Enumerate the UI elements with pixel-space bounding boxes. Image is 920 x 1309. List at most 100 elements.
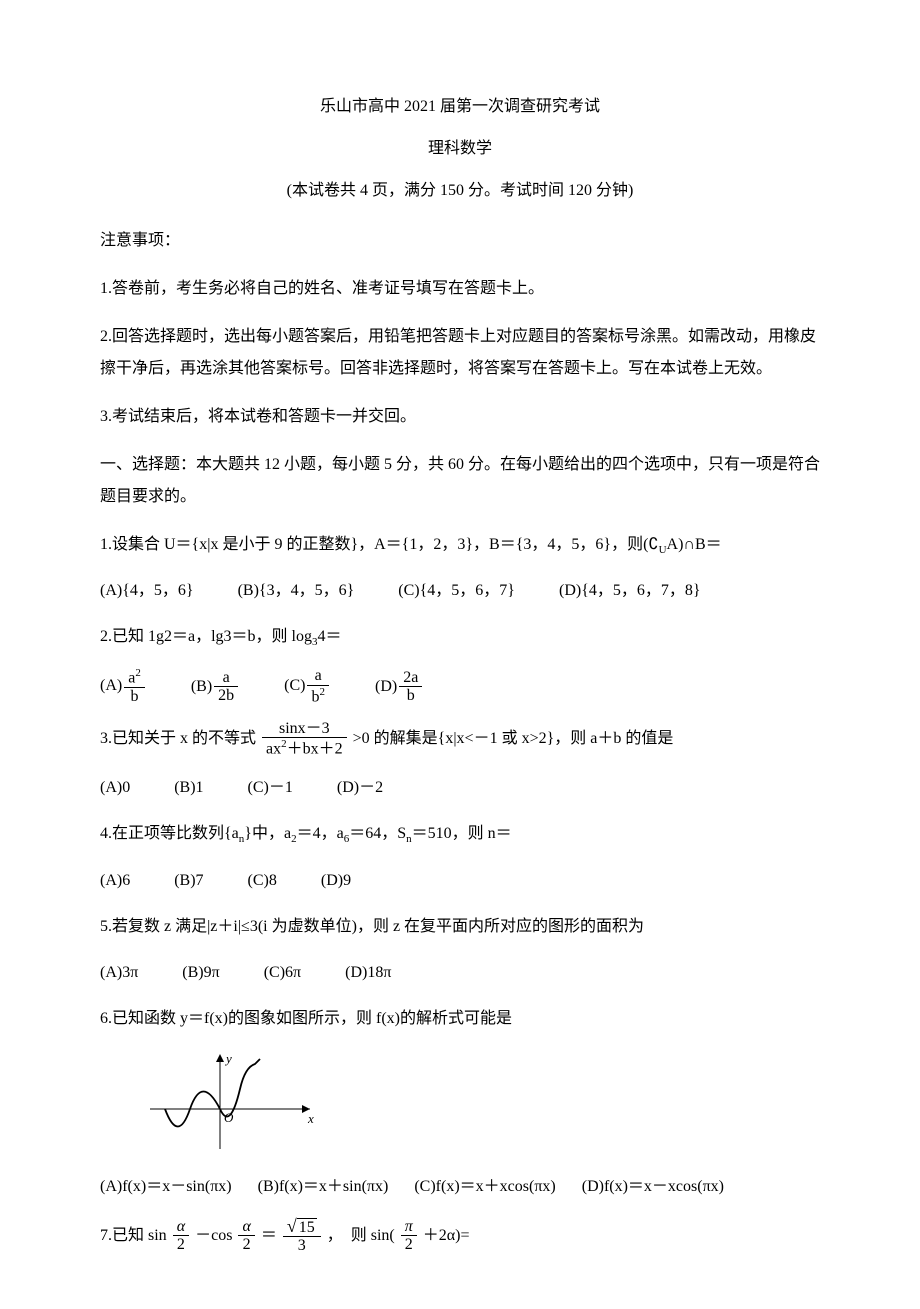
notice-2: 2.回答选择题时，选出每小题答案后，用铅笔把答题卡上对应题目的答案标号涂黑。如需…: [100, 321, 820, 385]
q4-mid1: }中，a: [244, 825, 291, 842]
q3-den-pre: ax: [266, 741, 281, 758]
q2-opt-b: (B)a2b: [191, 669, 240, 705]
q7-alpha2: α: [238, 1218, 254, 1237]
q7-sqrt15: 15: [297, 1218, 317, 1236]
question-5: 5.若复数 z 满足|z＋i|≤3(i 为虚数单位)，则 z 在复平面内所对应的…: [100, 911, 820, 943]
q4-opt-a: (A)6: [100, 865, 130, 897]
exam-title: 乐山市高中 2021 届第一次调查研究考试: [100, 95, 820, 119]
q7-two2: 2: [238, 1236, 254, 1254]
q6-options: (A)f(x)＝x－sin(πx) (B)f(x)＝x＋sin(πx) (C)f…: [100, 1171, 820, 1203]
sqrt-symbol: √: [287, 1216, 297, 1236]
q4-post: ＝510，则 n＝: [412, 825, 512, 842]
q4-mid3: ＝64，S: [349, 825, 406, 842]
q2-d-label: (D): [375, 677, 397, 694]
q6-opt-d: (D)f(x)＝x－xcos(πx): [582, 1171, 724, 1203]
q4-opt-d: (D)9: [321, 865, 351, 897]
q1-text-post: A)∩B＝: [667, 536, 722, 553]
complement-sub: U: [659, 544, 667, 556]
section-header: 一、选择题：本大题共 12 小题，每小题 5 分，共 60 分。在每小题给出的四…: [100, 449, 820, 513]
q3-options: (A)0 (B)1 (C)－1 (D)－2: [100, 772, 820, 804]
q6-opt-c: (C)f(x)＝x＋xcos(πx): [414, 1171, 555, 1203]
q3-opt-d: (D)－2: [337, 772, 383, 804]
q5-options: (A)3π (B)9π (C)6π (D)18π: [100, 957, 820, 989]
q7-mid1: －cos: [195, 1226, 232, 1243]
question-3: 3.已知关于 x 的不等式 sinx－3 ax2＋bx＋2 >0 的解集是{x|…: [100, 720, 820, 759]
exam-subject: 理科数学: [100, 137, 820, 161]
q3-opt-b: (B)1: [174, 772, 203, 804]
q7-frac1: α2: [173, 1218, 189, 1254]
exam-info: (本试卷共 4 页，满分 150 分。考试时间 120 分钟): [100, 179, 820, 203]
q2-d-num: 2a: [399, 669, 422, 688]
q3-opt-a: (A)0: [100, 772, 130, 804]
q2-c-frac: ab2: [307, 667, 329, 706]
question-6: 6.已知函数 y＝f(x)的图象如图所示，则 f(x)的解析式可能是: [100, 1003, 820, 1035]
question-1: 1.设集合 U＝{x|x 是小于 9 的正整数}，A＝{1，2，3}，B＝{3，…: [100, 529, 820, 561]
q4-opt-b: (B)7: [174, 865, 203, 897]
q1-opt-b: (B){3，4，5，6}: [238, 575, 355, 607]
q3-opt-c: (C)－1: [248, 772, 293, 804]
q2-text: 2.已知 1g2＝a，lg3＝b，则 log: [100, 628, 312, 645]
q5-opt-c: (C)6π: [264, 957, 301, 989]
q4-mid2: ＝4，a: [297, 825, 344, 842]
q7-alpha1: α: [173, 1218, 189, 1237]
q7-post: ＋2α)=: [423, 1226, 470, 1243]
q7-pre: 7.已知 sin: [100, 1226, 167, 1243]
q3-text-post: >0 的解集是{x|x<－1 或 x>2}，则 a＋b 的值是: [353, 730, 674, 747]
q5-opt-b: (B)9π: [182, 957, 219, 989]
q1-opt-c: (C){4，5，6，7}: [398, 575, 515, 607]
q2-text2: 4＝: [318, 628, 342, 645]
q7-frac3: √153: [283, 1217, 321, 1255]
q4-options: (A)6 (B)7 (C)8 (D)9: [100, 865, 820, 897]
q1-options: (A){4，5，6} (B){3，4，5，6} (C){4，5，6，7} (D)…: [100, 575, 820, 607]
q2-opt-c: (C)ab2: [284, 667, 331, 706]
q6-opt-b: (B)f(x)＝x＋sin(πx): [258, 1171, 389, 1203]
question-2: 2.已知 1g2＝a，lg3＝b，则 log34＝: [100, 621, 820, 653]
q1-text-pre: 1.设集合 U＝{x|x 是小于 9 的正整数}，A＝{1，2，3}，B＝{3，…: [100, 536, 648, 553]
q3-text-pre: 3.已知关于 x 的不等式: [100, 730, 256, 747]
axis-x-label: x: [307, 1111, 314, 1126]
q2-b-num: a: [214, 669, 238, 688]
notice-header: 注意事项：: [100, 225, 820, 257]
q2-c-label: (C): [284, 677, 305, 694]
notice-3: 3.考试结束后，将本试卷和答题卡一并交回。: [100, 401, 820, 433]
q4-opt-c: (C)8: [248, 865, 277, 897]
complement-symbol: ∁: [648, 536, 658, 553]
q2-c-num: a: [307, 667, 329, 686]
question-4: 4.在正项等比数列{an}中，a2＝4，a6＝64，Sn＝510，则 n＝: [100, 818, 820, 850]
function-graph-svg: x y O: [150, 1049, 320, 1149]
q7-frac4: π2: [401, 1218, 417, 1254]
q2-b-label: (B): [191, 677, 212, 694]
q2-c-sup: 2: [319, 686, 325, 698]
q2-opt-a: (A)a2b: [100, 667, 147, 706]
q7-three: 3: [283, 1237, 321, 1255]
q2-b-den: 2b: [214, 687, 238, 705]
q7-frac2: α2: [238, 1218, 254, 1254]
q3-frac-num: sinx－3: [262, 720, 347, 739]
q6-opt-a: (A)f(x)＝x－sin(πx): [100, 1171, 232, 1203]
q7-two3: 2: [401, 1236, 417, 1254]
q7-mid2: ， 则 sin(: [327, 1226, 395, 1243]
q7-pi: π: [401, 1218, 417, 1237]
q5-opt-a: (A)3π: [100, 957, 138, 989]
notice-1: 1.答卷前，考生务必将自己的姓名、准考证号填写在答题卡上。: [100, 273, 820, 305]
q2-b-frac: a2b: [214, 669, 238, 705]
q2-a-sup: 2: [135, 667, 141, 679]
q4-pre: 4.在正项等比数列{a: [100, 825, 239, 842]
q2-a-den: b: [124, 688, 145, 706]
q7-eq: ＝: [261, 1226, 277, 1243]
q1-opt-d: (D){4，5，6，7，8}: [559, 575, 701, 607]
q2-a-frac: a2b: [124, 667, 145, 706]
q1-opt-a: (A){4，5，6}: [100, 575, 194, 607]
q3-den-mid: ＋bx＋2: [287, 741, 343, 758]
question-7: 7.已知 sin α2 －cos α2 ＝ √153 ， 则 sin( π2 ＋…: [100, 1217, 820, 1255]
q3-frac: sinx－3 ax2＋bx＋2: [262, 720, 347, 759]
q2-options: (A)a2b (B)a2b (C)ab2 (D)2ab: [100, 667, 820, 706]
q6-graph: x y O: [150, 1049, 820, 1157]
q2-opt-d: (D)2ab: [375, 669, 424, 705]
q5-opt-d: (D)18π: [345, 957, 391, 989]
q2-d-frac: 2ab: [399, 669, 422, 705]
q7-two1: 2: [173, 1236, 189, 1254]
axis-y-label: y: [224, 1051, 232, 1066]
q2-d-den: b: [399, 687, 422, 705]
q2-a-label: (A): [100, 677, 122, 694]
